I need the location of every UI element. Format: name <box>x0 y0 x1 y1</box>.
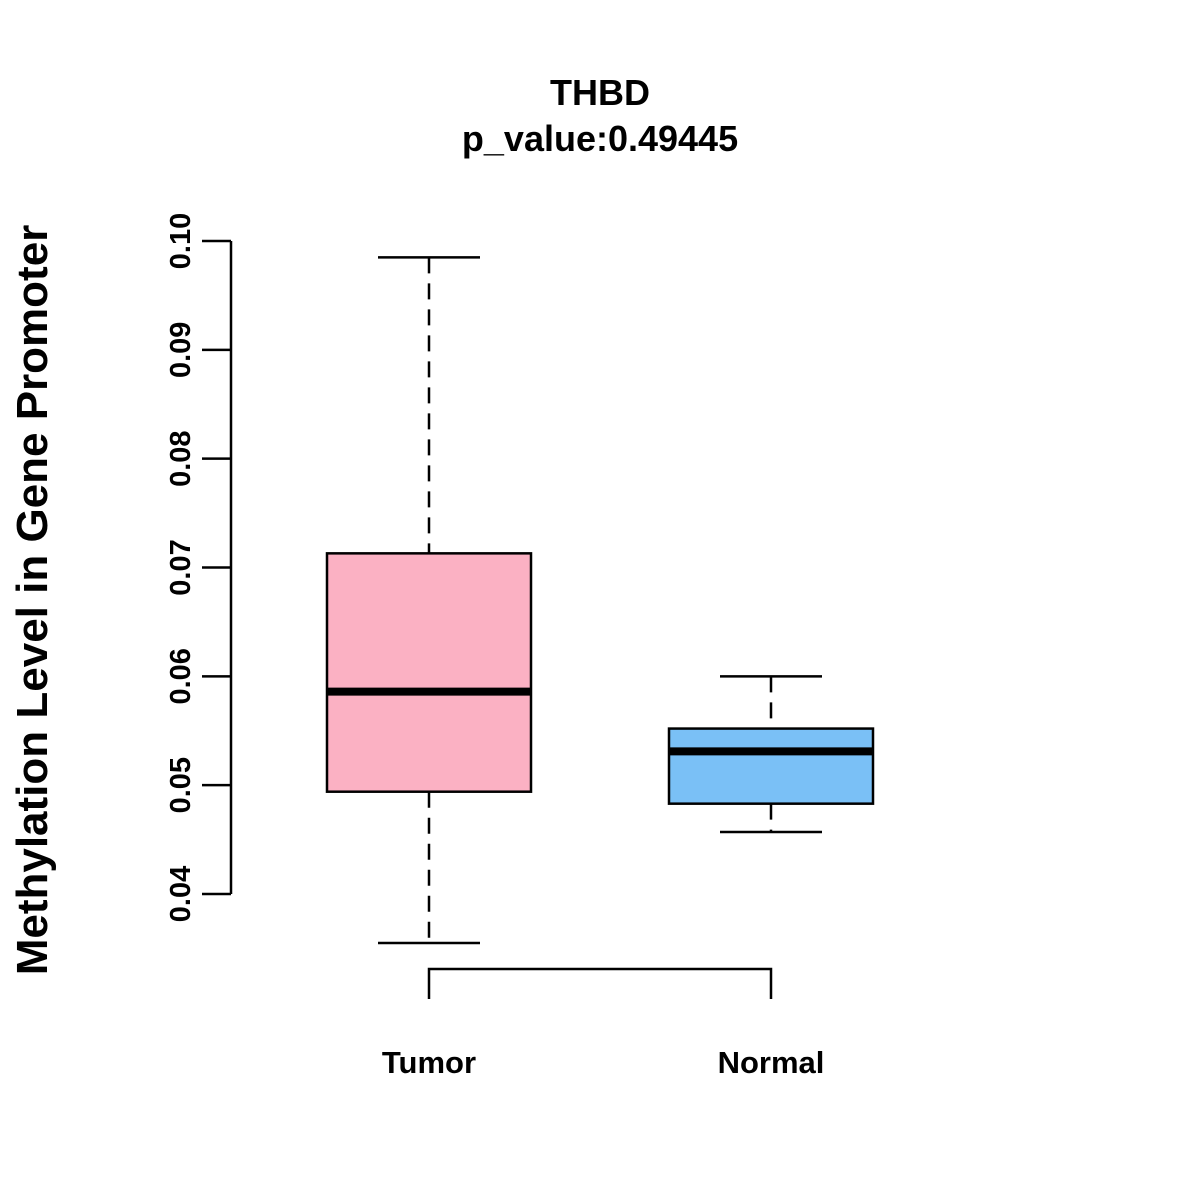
box-normal <box>667 675 875 834</box>
y-axis: 0.04 0.05 0.06 0.07 0.08 0.09 0.10 <box>165 213 233 922</box>
x-category-label-normal: Normal <box>718 1045 825 1080</box>
chart-subtitle: p_value:0.49445 <box>462 118 738 159</box>
y-tick-label: 0.10 <box>165 213 197 269</box>
y-tick-label: 0.09 <box>165 322 197 378</box>
y-tick-label: 0.08 <box>165 430 197 486</box>
chart-title: THBD <box>550 72 650 113</box>
x-category-label-tumor: Tumor <box>382 1045 476 1080</box>
y-tick-label: 0.07 <box>165 539 197 595</box>
x-axis-labels: Tumor Normal <box>382 1045 824 1080</box>
bracket-line <box>427 967 773 999</box>
y-tick-label: 0.05 <box>165 757 197 813</box>
box-iqr <box>667 727 875 805</box>
y-axis-label: Methylation Level in Gene Promoter <box>8 225 57 976</box>
box-iqr <box>325 552 533 793</box>
y-tick-label: 0.06 <box>165 648 197 704</box>
box-group <box>325 256 875 945</box>
box-tumor <box>325 256 533 945</box>
significance-bracket <box>427 967 773 999</box>
y-tick-label: 0.04 <box>165 866 197 922</box>
